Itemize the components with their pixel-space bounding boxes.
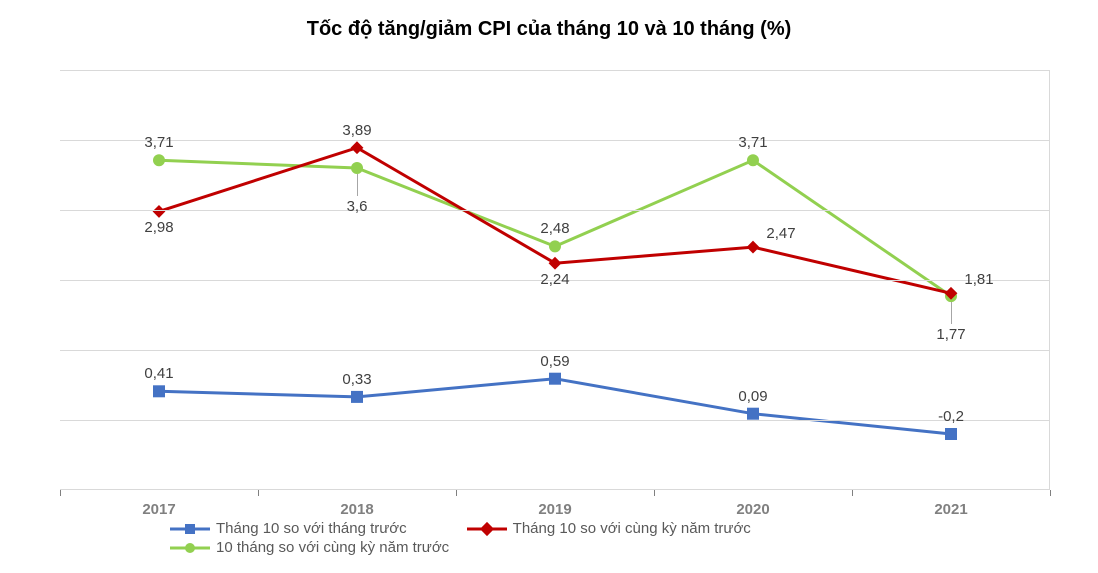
square-marker [154,386,164,396]
chart-title: Tốc độ tăng/giảm CPI của tháng 10 và 10 … [0,18,1098,41]
gridline [60,210,1050,211]
gridline [60,70,1050,71]
square-icon [185,524,195,534]
data-label-s2: 1,81 [964,271,993,288]
leader-line [951,302,952,324]
data-label-s2: 2,47 [766,225,795,242]
plot-area: 201720182019202020210,410,330,590,09-0,2… [60,70,1050,490]
x-tick [60,490,61,496]
data-label-s1: 0,41 [144,365,173,382]
square-marker [550,374,560,384]
square-marker [748,409,758,419]
chart-legend: Tháng 10 so với tháng trước Tháng 10 so v… [170,520,1030,562]
gridline [60,420,1050,421]
legend-label: Tháng 10 so với cùng kỳ năm trước [513,520,751,537]
data-label-s3: 3,6 [347,198,368,215]
data-label-s1: 0,59 [540,353,569,370]
circle-marker [748,155,758,165]
circle-marker [154,155,164,165]
x-tick [258,490,259,496]
circle-marker [550,241,560,251]
square-marker [352,392,362,402]
x-axis-label: 2021 [934,501,967,518]
x-tick [852,490,853,496]
legend-item-s1: Tháng 10 so với tháng trước [170,520,407,537]
data-label-s1: 0,33 [342,371,371,388]
data-label-s3: 1,77 [936,326,965,343]
data-label-s1: 0,09 [738,388,767,405]
data-label-s3: 3,71 [738,134,767,151]
x-axis-label: 2017 [142,501,175,518]
legend-swatch [170,541,210,555]
legend-item-s3: 10 tháng so với cùng kỳ năm trước [170,539,449,556]
legend-label: 10 tháng so với cùng kỳ năm trước [216,539,449,556]
x-tick [456,490,457,496]
series-line-s1 [159,379,951,434]
diamond-marker [748,242,758,252]
circle-icon [185,543,195,553]
x-tick [1050,490,1051,496]
square-marker [946,429,956,439]
data-label-s2: 2,98 [144,219,173,236]
data-label-s3: 2,48 [540,220,569,237]
cpi-line-chart: Tốc độ tăng/giảm CPI của tháng 10 và 10 … [0,0,1098,573]
leader-line [357,174,358,196]
legend-label: Tháng 10 so với tháng trước [216,520,407,537]
legend-row: Tháng 10 so với tháng trước Tháng 10 so v… [170,520,1030,558]
legend-item-s2: Tháng 10 so với cùng kỳ năm trước [467,520,751,537]
x-axis-label: 2018 [340,501,373,518]
data-label-s1: -0,2 [938,408,964,425]
legend-swatch [467,522,507,536]
x-tick [654,490,655,496]
x-axis-label: 2019 [538,501,571,518]
legend-swatch [170,522,210,536]
circle-marker [352,163,362,173]
gridline [60,140,1050,141]
data-label-s3: 3,71 [144,134,173,151]
diamond-icon [480,521,494,535]
diamond-marker [154,206,164,216]
gridline [60,350,1050,351]
data-label-s2: 2,24 [540,271,569,288]
data-label-s2: 3,89 [342,122,371,139]
x-axis-label: 2020 [736,501,769,518]
